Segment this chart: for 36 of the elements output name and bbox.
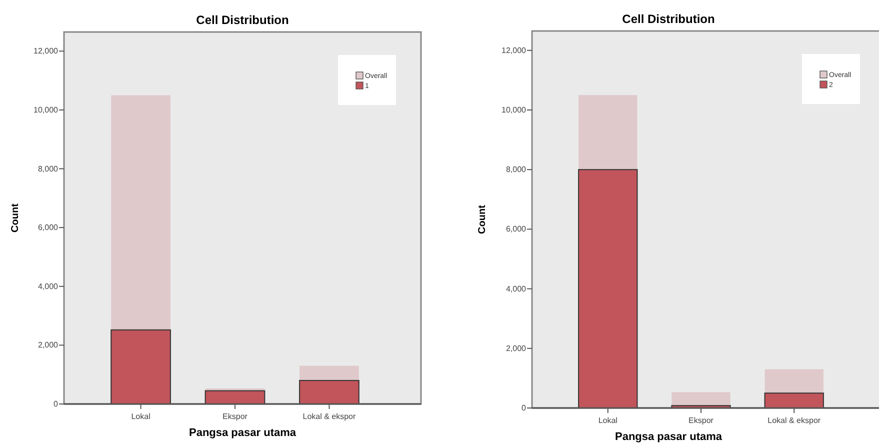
y-axis-title: Count	[10, 202, 21, 232]
bar	[110, 329, 171, 404]
y-axis-title: Count	[477, 204, 488, 234]
bar	[764, 369, 824, 394]
y-tick-label: 0	[54, 400, 59, 409]
bar	[578, 95, 638, 170]
y-tick-label: 4,000	[506, 284, 527, 294]
x-tick-label: Ekspor	[688, 416, 714, 425]
y-tick-label: 10,000	[34, 105, 59, 114]
x-tick-label: Lokal	[131, 412, 151, 421]
chart-title: Cell Distribution	[622, 12, 715, 26]
x-axis-title: Pangsa pasar utama	[615, 431, 723, 443]
y-tick-label: 2,000	[506, 344, 527, 353]
y-tick-label: 0	[522, 404, 527, 413]
y-tick-label: 12,000	[502, 46, 527, 55]
chart-title: Cell Distribution	[196, 13, 289, 27]
x-tick-label: Ekspor	[222, 412, 248, 421]
x-tick-label: Lokal & ekspor	[768, 416, 821, 425]
bar	[578, 169, 638, 408]
y-tick-label: 2,000	[38, 340, 59, 350]
y-tick-label: 8,000	[506, 165, 527, 174]
y-tick-label: 6,000	[38, 223, 59, 232]
bar	[299, 380, 360, 404]
bar	[672, 392, 730, 406]
x-axis-title: Pangsa pasar utama	[189, 427, 297, 439]
bar	[204, 390, 266, 404]
bar	[764, 392, 824, 408]
x-tick-label: Lokal	[598, 416, 618, 425]
y-tick-label: 12,000	[34, 46, 59, 56]
y-tick-label: 10,000	[502, 106, 527, 115]
y-tick-label: 6,000	[506, 224, 527, 234]
y-tick-label: 8,000	[38, 164, 59, 174]
y-tick-label: 4,000	[38, 282, 59, 291]
bar	[300, 366, 359, 380]
x-tick-label: Lokal & ekspor	[302, 412, 356, 421]
bar	[111, 95, 170, 330]
